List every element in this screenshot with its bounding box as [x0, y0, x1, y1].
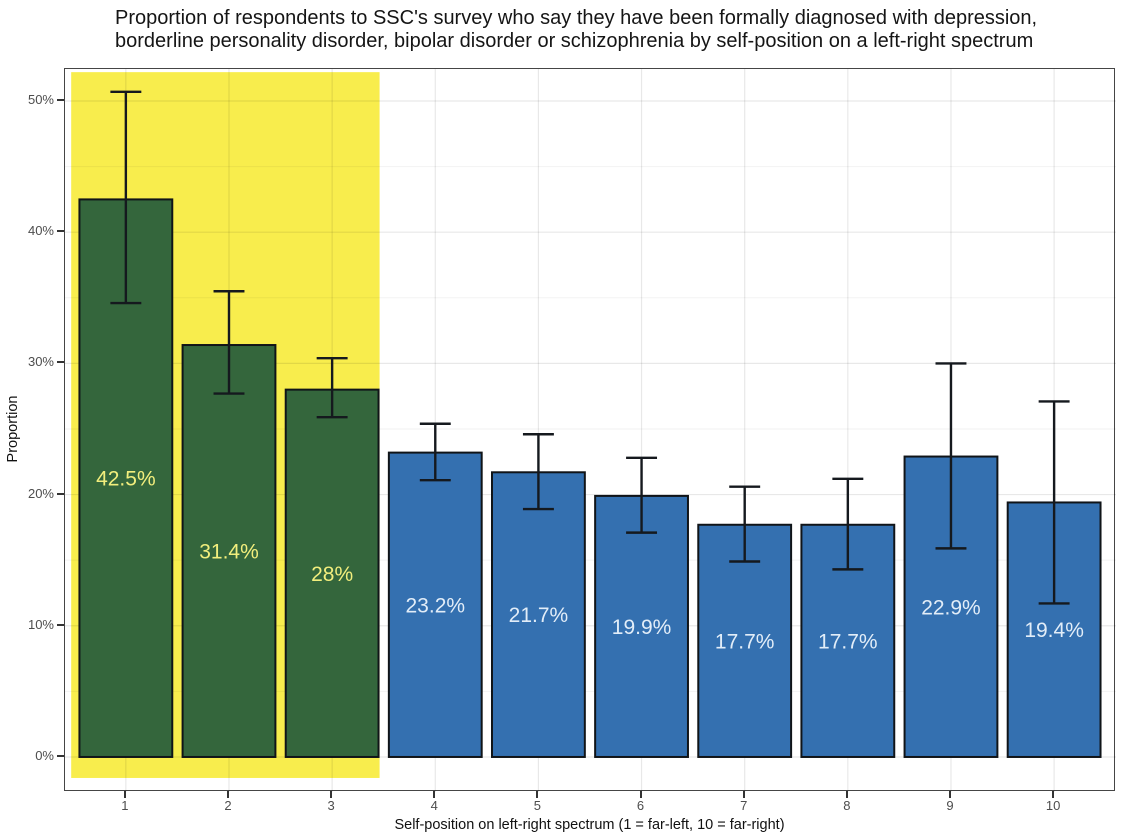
y-tick-mark-0%: [57, 754, 64, 757]
errorbar-9: [935, 362, 967, 550]
x-tick-mark-3: [330, 791, 333, 798]
y-tick-mark-30%: [57, 361, 64, 364]
chart-title: Proportion of respondents to SSC's surve…: [115, 7, 1037, 53]
bar-label-1: 42.5%: [96, 468, 156, 491]
bar-label-4: 23.2%: [406, 594, 466, 617]
y-tick-label-40%: 40%: [27, 223, 54, 239]
bar-label-8: 17.7%: [818, 630, 878, 653]
errorbar-8: [832, 477, 864, 571]
x-tick-label-2: 2: [224, 798, 232, 813]
errorbar-1: [110, 90, 142, 305]
y-tick-label-30%: 30%: [27, 354, 54, 370]
x-tick-mark-6: [639, 791, 642, 798]
bar-label-3: 28%: [311, 563, 353, 586]
chart-title-line-2: borderline personality disorder, bipolar…: [115, 30, 1034, 52]
errorbar-4: [419, 422, 451, 482]
x-tick-mark-4: [433, 791, 436, 798]
bar-label-6: 19.9%: [612, 616, 672, 639]
y-tick-label-0%: 0%: [35, 747, 54, 763]
bar-label-9: 22.9%: [921, 596, 981, 619]
plot-panel: 42.5% 31.4% 28% 23.2% 21.7% 19.9% 17.7% 17.7% 22…: [64, 68, 1116, 792]
y-tick-label-50%: 50%: [27, 92, 54, 107]
x-tick-label-6: 6: [636, 798, 645, 813]
errorbar-6: [626, 456, 658, 534]
errorbar-3: [316, 356, 348, 419]
bar-7: [697, 523, 793, 758]
x-tick-label-5: 5: [533, 798, 542, 813]
bar-2: [181, 344, 277, 758]
x-tick-label-10: 10: [1045, 798, 1061, 813]
errorbar-7: [729, 485, 761, 563]
x-tick-label-3: 3: [327, 798, 335, 813]
y-tick-label-20%: 20%: [27, 485, 54, 501]
x-tick-mark-1: [123, 791, 126, 798]
y-tick-mark-50%: [57, 99, 64, 101]
bar-label-7: 17.7%: [715, 630, 775, 653]
bar-label-2: 31.4%: [199, 541, 259, 564]
x-tick-mark-5: [536, 791, 539, 798]
errorbar-10: [1038, 400, 1070, 605]
x-tick-label-4: 4: [430, 798, 438, 813]
y-tick-mark-10%: [57, 623, 64, 626]
x-tick-label-1: 1: [121, 798, 129, 813]
bar-label-10: 19.4%: [1024, 619, 1084, 642]
bar-5: [491, 471, 586, 758]
y-tick-mark-20%: [57, 492, 64, 495]
bar-6: [594, 494, 689, 758]
x-tick-label-8: 8: [843, 798, 851, 813]
x-tick-mark-10: [1052, 791, 1055, 798]
y-tick-mark-40%: [57, 230, 64, 233]
x-tick-mark-9: [948, 791, 951, 798]
chart-title-line-1: Proportion of respondents to SSC's surve…: [115, 7, 1038, 29]
x-tick-mark-2: [226, 791, 229, 798]
chart-canvas: 42.5% 31.4% 28% 23.2% 21.7% 19.9% 17.7% 17.7% 22…: [65, 69, 1116, 792]
x-tick-label-9: 9: [946, 798, 954, 813]
bar-label-5: 21.7%: [509, 604, 569, 627]
errorbar-5: [522, 433, 554, 511]
x-axis-title: Self-position on left-right spectrum (1 …: [394, 817, 785, 833]
x-tick-mark-8: [845, 791, 848, 798]
y-tick-label-10%: 10%: [27, 616, 54, 632]
x-tick-label-7: 7: [740, 798, 748, 813]
x-tick-mark-7: [742, 791, 745, 798]
errorbar-2: [213, 290, 245, 395]
y-axis-title: Proportion: [5, 395, 21, 463]
